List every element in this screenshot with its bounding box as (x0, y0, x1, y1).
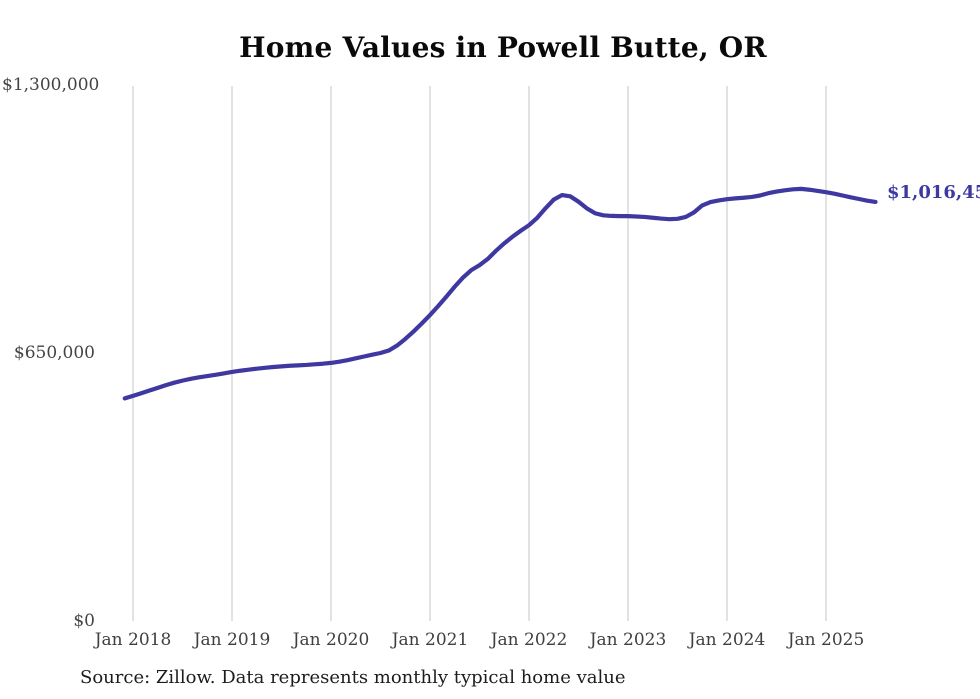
y-axis-tick-label-650000: $650,000 (13, 343, 95, 363)
x-axis-tick-label-2018: Jan 2018 (94, 630, 172, 650)
x-axis-tick-label-2019: Jan 2019 (193, 630, 271, 650)
x-axis-tick-label-2020: Jan 2020 (292, 630, 370, 650)
x-axis-tick-label-2025: Jan 2025 (787, 630, 865, 650)
chart-title: Home Values in Powell Butte, OR (239, 31, 767, 64)
current-value-label: $1,016,452 (887, 182, 980, 203)
x-axis-tick-label-2024: Jan 2024 (688, 630, 766, 650)
y-axis-tick-label-0: $0 (73, 611, 95, 631)
home-value-line (122, 186, 878, 401)
gridlines (132, 86, 827, 621)
x-axis-tick-label-2023: Jan 2023 (589, 630, 667, 650)
source-note: Source: Zillow. Data represents monthly … (80, 667, 626, 688)
y-axis-tick-label-1300000: $1,300,000 (2, 75, 100, 95)
x-axis-tick-label-2022: Jan 2022 (490, 630, 568, 650)
x-axis-tick-label-2021: Jan 2021 (391, 630, 469, 650)
